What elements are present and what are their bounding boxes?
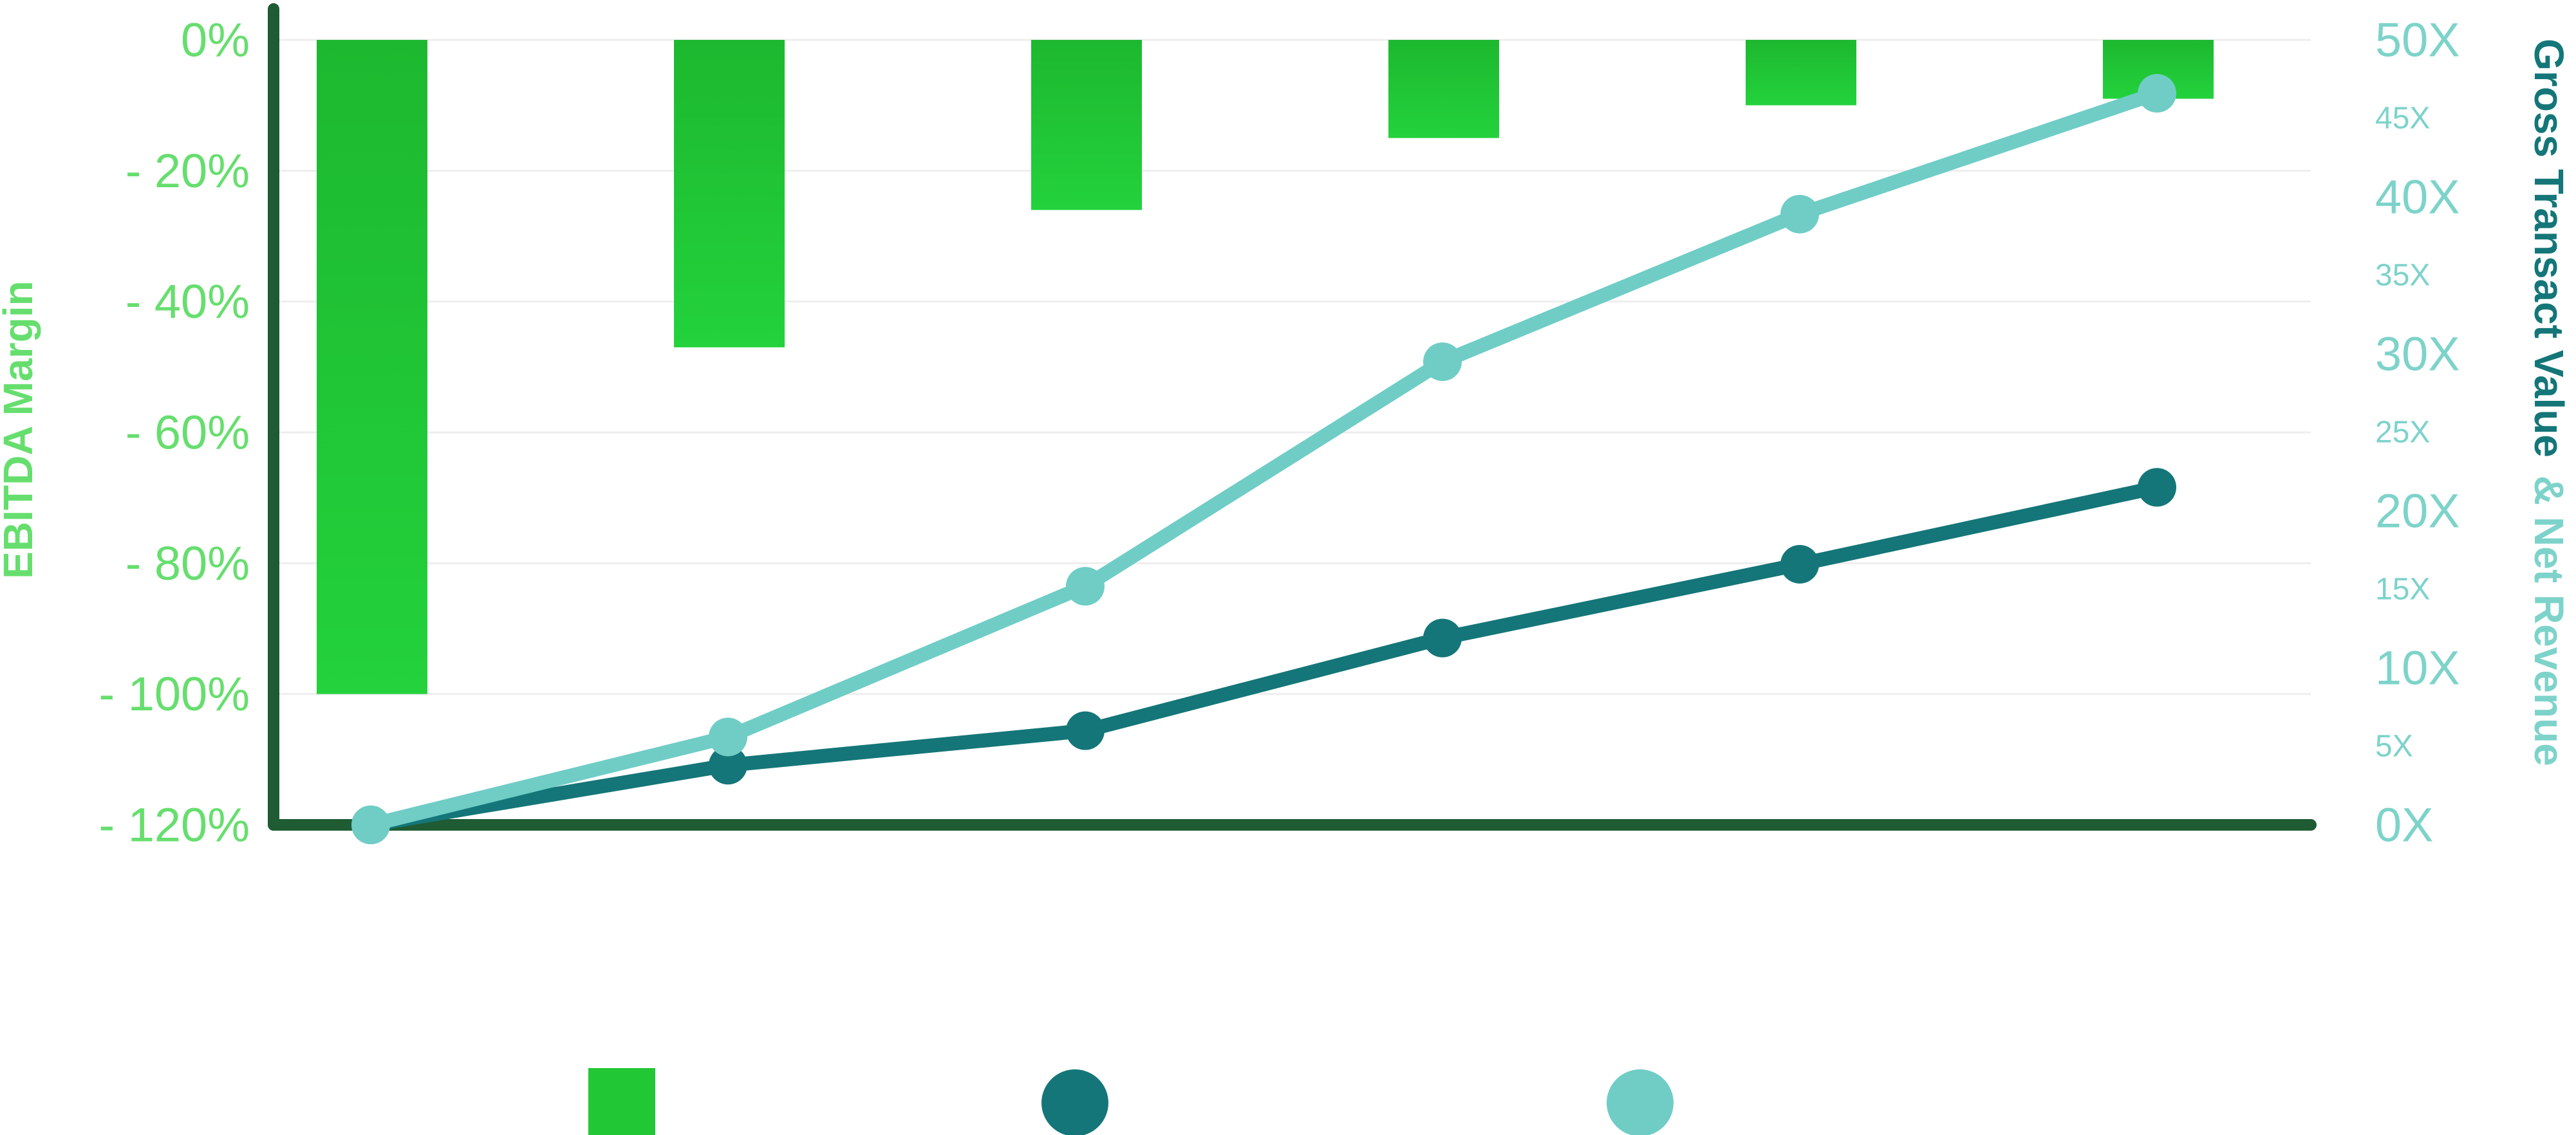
series-point-2: [1423, 342, 1462, 382]
right-minor-tick-label: 35X: [2375, 259, 2430, 293]
series-point-2: [351, 806, 390, 844]
ebitda-bar: [1031, 40, 1142, 210]
right-minor-tick-label: 25X: [2375, 416, 2430, 450]
left-axis-title: EBITDA Margin: [0, 281, 41, 578]
legend-marker-circle: [1607, 1069, 1674, 1135]
series-line-2: [364, 86, 2164, 832]
ebitda-bar: [674, 40, 785, 347]
series-line-1: [364, 480, 2164, 832]
left-tick-label: - 120%: [99, 798, 250, 852]
bar-series: [317, 40, 2214, 694]
right-axis-title: Gross Transact Value & Net Revenue: [2526, 39, 2572, 766]
series-point-1: [709, 746, 747, 785]
right-tick-label: 10X: [2375, 641, 2460, 695]
series-point-1: [1423, 618, 1462, 658]
grid-lines: [274, 39, 2311, 696]
series-point-1: [1066, 711, 1105, 750]
axis-titles: EBITDA Margin Gross Transact Value & Net R…: [0, 39, 2572, 766]
legend-marker-circle: [1041, 1069, 1108, 1135]
right-axis-title-gtv: Gross Transact Value: [2526, 39, 2572, 457]
series-point-2: [709, 717, 747, 757]
right-tick-label: 50X: [2375, 14, 2460, 67]
right-minor-tick-label: 45X: [2375, 102, 2430, 136]
legend-marker-square: [588, 1068, 655, 1135]
right-tick-label: 30X: [2375, 328, 2460, 381]
axes: [268, 3, 2317, 831]
series-point-2: [1780, 194, 1819, 234]
left-tick-label: 0%: [181, 14, 250, 67]
legend: [588, 1068, 1674, 1135]
left-tick-label: - 60%: [126, 406, 250, 459]
ebitda-bar: [1746, 40, 1856, 106]
ebitda-bar: [1388, 40, 1499, 138]
tick-labels: 0% - 20% - 40% - 60% - 80% - 100% - 120% 50X 40X…: [99, 14, 2460, 852]
series-point-1: [1780, 544, 1819, 584]
right-tick-label: 0X: [2375, 798, 2434, 852]
right-tick-label: 20X: [2375, 484, 2460, 538]
left-tick-label: - 80%: [126, 537, 250, 590]
line-series: [351, 73, 2176, 844]
right-minor-tick-label: 5X: [2375, 730, 2413, 764]
left-tick-label: - 40%: [126, 275, 250, 328]
left-tick-label: - 100%: [99, 667, 250, 721]
series-point-2: [2138, 73, 2176, 113]
right-axis-title-net-revenue: & Net Revenue: [2526, 475, 2572, 766]
left-tick-label: - 20%: [126, 144, 250, 198]
series-point-1: [2138, 468, 2176, 507]
right-minor-tick-label: 15X: [2375, 573, 2430, 607]
series-point-2: [1066, 567, 1105, 606]
ebitda-bar: [317, 40, 427, 694]
right-tick-label: 40X: [2375, 171, 2460, 224]
